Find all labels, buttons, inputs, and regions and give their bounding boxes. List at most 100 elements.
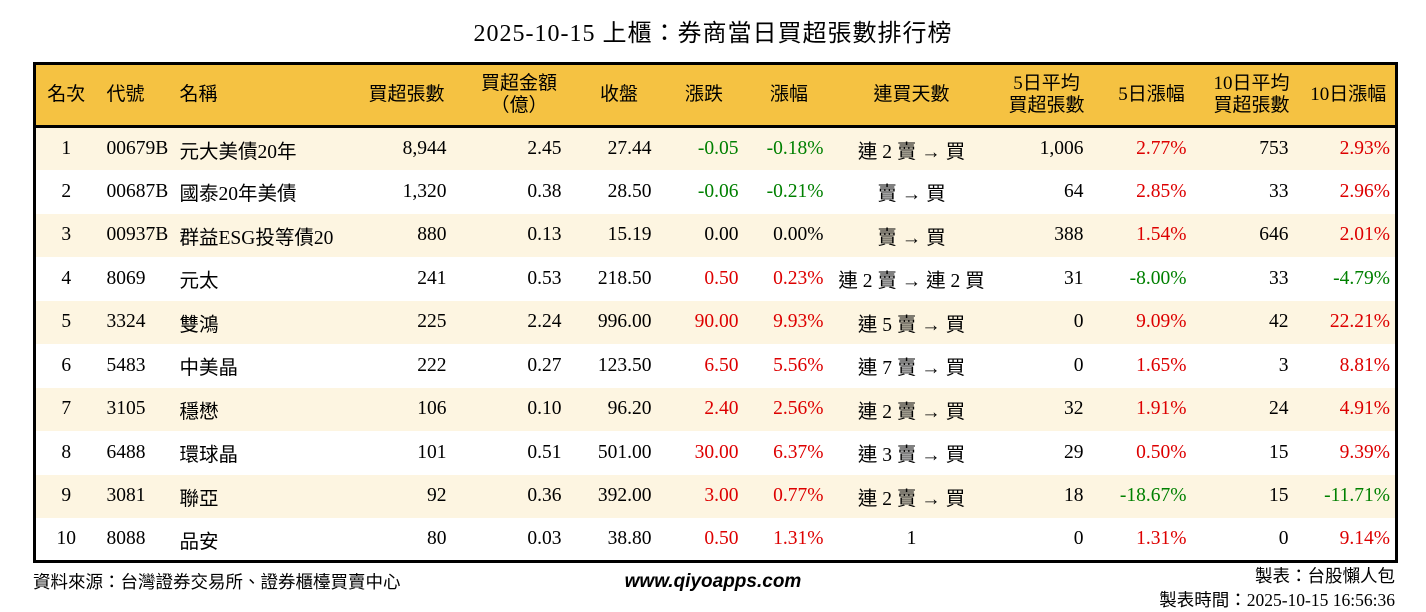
ranking-table: 名次 代號 名稱 買超張數 買超金額 （億） 收盤 漲跌 漲幅 連買天數 5日平… xyxy=(33,62,1398,563)
cell-avg10-volume: 0 xyxy=(1278,528,1289,549)
col-header-avg5-volume: 5日平均 買超張數 xyxy=(991,63,1102,128)
col-header-streak: 連買天數 xyxy=(831,63,992,128)
col-header-change-pct: 漲幅 xyxy=(746,63,832,128)
cell-rank: 3 xyxy=(61,224,72,246)
cell-net-buy-volume: 1,320 xyxy=(402,180,447,202)
col-header-rank: 名次 xyxy=(34,63,97,128)
cell-close: 28.50 xyxy=(607,180,652,202)
cell-net-buy-volume: 880 xyxy=(417,224,447,246)
table-row: 5 3324 雙鴻 225 2.24 996.00 90.00 9.93% 連 5 賣 → 買 0… xyxy=(34,300,1397,344)
cell-rank: 8 xyxy=(61,441,72,463)
cell-avg10-volume: 3 xyxy=(1278,354,1289,376)
author-note: 製表：台股懶人包 xyxy=(1255,566,1395,586)
cell-name: 雙鴻 xyxy=(179,314,219,336)
cell-pct5: 0.50% xyxy=(1136,441,1187,463)
ranking-table-container: 名次 代號 名稱 買超張數 買超金額 （億） 收盤 漲跌 漲幅 連買天數 5日平… xyxy=(33,62,1398,563)
cell-rank: 10 xyxy=(56,528,77,549)
cell-net-buy-volume: 8,944 xyxy=(402,138,447,159)
cell-code: 6488 xyxy=(106,441,146,463)
cell-pct5: 2.85% xyxy=(1136,180,1187,202)
cell-close: 218.50 xyxy=(597,267,652,289)
table-row: 10 8088 品安 80 0.03 38.80 0.50 1.31% 1 0 1.31% 0 9.14… xyxy=(35,518,1397,562)
cell-avg5-volume: 388 xyxy=(1054,224,1084,246)
cell-avg5-volume: 18 xyxy=(1064,485,1084,507)
cell-net-buy-amount: 0.13 xyxy=(527,224,562,246)
cell-code: 00687B xyxy=(106,180,169,202)
cell-net-buy-amount: 0.53 xyxy=(527,267,562,289)
cell-avg10-volume: 15 xyxy=(1269,441,1289,463)
cell-rank: 2 xyxy=(61,180,72,202)
cell-avg10-volume: 753 xyxy=(1259,138,1289,159)
cell-avg10-volume: 42 xyxy=(1269,311,1289,333)
cell-avg5-volume: 1,006 xyxy=(1039,138,1084,159)
cell-net-buy-volume: 101 xyxy=(417,441,447,463)
cell-streak: 連 2 賣 → 買 xyxy=(857,401,966,423)
cell-rank: 5 xyxy=(61,311,72,333)
cell-avg10-volume: 33 xyxy=(1269,267,1289,289)
cell-avg10-volume: 646 xyxy=(1259,224,1289,246)
cell-name: 聯亞 xyxy=(179,488,219,510)
cell-streak: 連 7 賣 → 買 xyxy=(857,358,966,380)
cell-change-pct: 0.00% xyxy=(773,224,824,246)
cell-pct5: -8.00% xyxy=(1129,267,1187,289)
cell-net-buy-volume: 80 xyxy=(427,528,447,549)
cell-change-pct: -0.18% xyxy=(766,138,824,159)
cell-name: 群益ESG投等債20 xyxy=(179,227,334,249)
cell-name: 元大美債20年 xyxy=(179,141,297,163)
cell-streak: 連 3 賣 → 買 xyxy=(857,445,966,467)
cell-change: 3.00 xyxy=(704,485,739,507)
cell-name: 品安 xyxy=(179,531,219,553)
cell-avg5-volume: 32 xyxy=(1064,398,1084,420)
cell-rank: 9 xyxy=(61,485,72,507)
cell-pct10: 22.21% xyxy=(1329,311,1390,333)
cell-rank: 6 xyxy=(61,354,72,376)
cell-streak: 連 5 賣 → 買 xyxy=(857,314,966,336)
cell-net-buy-amount: 0.36 xyxy=(527,485,562,507)
cell-pct10: 9.39% xyxy=(1339,441,1390,463)
table-row: 1 00679B 元大美債20年 8,944 2.45 27.44 -0.05 -0.18% 連… xyxy=(34,126,1397,170)
cell-close: 392.00 xyxy=(597,485,652,507)
table-row: 3 00937B 群益ESG投等債20 880 0.13 15.19 0.00 0.00% 賣 … xyxy=(34,213,1397,257)
cell-avg5-volume: 29 xyxy=(1064,441,1084,463)
cell-change-pct: 9.93% xyxy=(773,311,824,333)
cell-code: 5483 xyxy=(106,354,146,376)
cell-change-pct: 1.31% xyxy=(773,528,824,549)
col-header-pct10: 10日漲幅 xyxy=(1301,63,1397,128)
cell-streak: 連 2 賣 → 連 2 買 xyxy=(838,271,985,293)
cell-pct5: 9.09% xyxy=(1136,311,1187,333)
cell-rank: 1 xyxy=(61,138,72,159)
cell-pct10: -11.71% xyxy=(1324,485,1390,507)
cell-code: 00937B xyxy=(106,224,169,246)
cell-pct10: 2.93% xyxy=(1339,138,1390,159)
cell-close: 27.44 xyxy=(607,138,652,159)
cell-avg5-volume: 31 xyxy=(1064,267,1084,289)
cell-net-buy-amount: 0.51 xyxy=(527,441,562,463)
col-header-net-buy-amount: 買超金額 （億） xyxy=(461,63,577,128)
cell-change: -0.06 xyxy=(697,180,739,202)
cell-streak: 賣 → 買 xyxy=(877,184,946,206)
cell-pct10: 8.81% xyxy=(1339,354,1390,376)
cell-avg10-volume: 24 xyxy=(1269,398,1289,420)
cell-rank: 7 xyxy=(61,398,72,420)
cell-net-buy-amount: 0.27 xyxy=(527,354,562,376)
cell-net-buy-amount: 0.38 xyxy=(527,180,562,202)
cell-code: 3324 xyxy=(106,311,146,333)
cell-change: 2.40 xyxy=(704,398,739,420)
cell-pct5: -18.67% xyxy=(1119,485,1187,507)
cell-pct5: 1.31% xyxy=(1136,528,1187,549)
table-row: 4 8069 元太 241 0.53 218.50 0.50 0.23% 連 2 賣 → 連 2… xyxy=(35,257,1397,301)
cell-avg5-volume: 0 xyxy=(1073,528,1084,549)
table-row: 6 5483 中美晶 222 0.27 123.50 6.50 5.56% 連 7 賣 → 買 0… xyxy=(35,344,1397,388)
generated-time-note: 製表時間：2025-10-15 16:56:36 xyxy=(1159,590,1395,610)
cell-avg5-volume: 64 xyxy=(1064,180,1084,202)
cell-close: 501.00 xyxy=(597,441,652,463)
cell-change-pct: 2.56% xyxy=(773,398,824,420)
cell-net-buy-volume: 106 xyxy=(417,398,447,420)
cell-name: 環球晶 xyxy=(179,445,239,467)
cell-pct10: 2.96% xyxy=(1339,180,1390,202)
cell-close: 123.50 xyxy=(597,354,652,376)
col-header-name: 名稱 xyxy=(171,63,352,128)
cell-rank: 4 xyxy=(61,267,72,289)
table-body: 1 00679B 元大美債20年 8,944 2.45 27.44 -0.05 -0.18% 連… xyxy=(34,126,1397,562)
cell-change-pct: -0.21% xyxy=(766,180,824,202)
